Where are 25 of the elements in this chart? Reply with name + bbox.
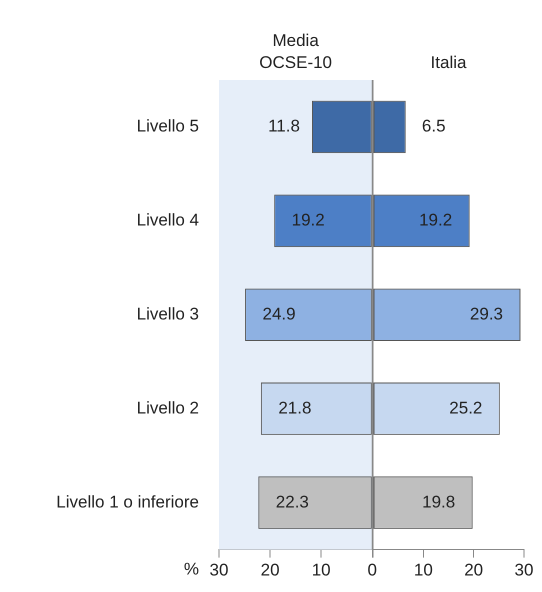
x-tick-label: 30 bbox=[514, 560, 534, 580]
x-tick-label: 20 bbox=[464, 560, 484, 580]
data-label: 19.2 bbox=[292, 210, 325, 230]
y-tick-label: Livello 2 bbox=[136, 398, 199, 418]
data-label: 6.5 bbox=[422, 116, 446, 136]
data-label: 25.2 bbox=[449, 398, 482, 418]
data-label: 11.8 bbox=[268, 116, 300, 136]
data-label: 19.8 bbox=[422, 492, 456, 512]
data-label: 24.9 bbox=[262, 304, 296, 324]
y-tick-label: Livello 3 bbox=[136, 304, 199, 324]
x-tick-label: 10 bbox=[414, 560, 433, 580]
x-tick-label: 0 bbox=[368, 560, 378, 580]
x-axis-title: % bbox=[184, 560, 199, 579]
y-tick-label: Livello 4 bbox=[136, 210, 199, 230]
text: Italia bbox=[430, 53, 467, 72]
data-label: 19.2 bbox=[419, 210, 452, 230]
x-tick-label: 30 bbox=[210, 560, 228, 580]
y-tick-label: Livello 1 o inferiore bbox=[56, 492, 199, 512]
y-tick-label: Livello 5 bbox=[136, 116, 199, 136]
data-label: 21.8 bbox=[278, 398, 312, 418]
data-label: 29.3 bbox=[470, 304, 504, 324]
data-label: 22.3 bbox=[276, 492, 309, 512]
series-label: Media OCSE-10 bbox=[259, 31, 332, 72]
x-tick-label: 10 bbox=[312, 560, 331, 580]
x-tick-label: 20 bbox=[260, 560, 280, 580]
